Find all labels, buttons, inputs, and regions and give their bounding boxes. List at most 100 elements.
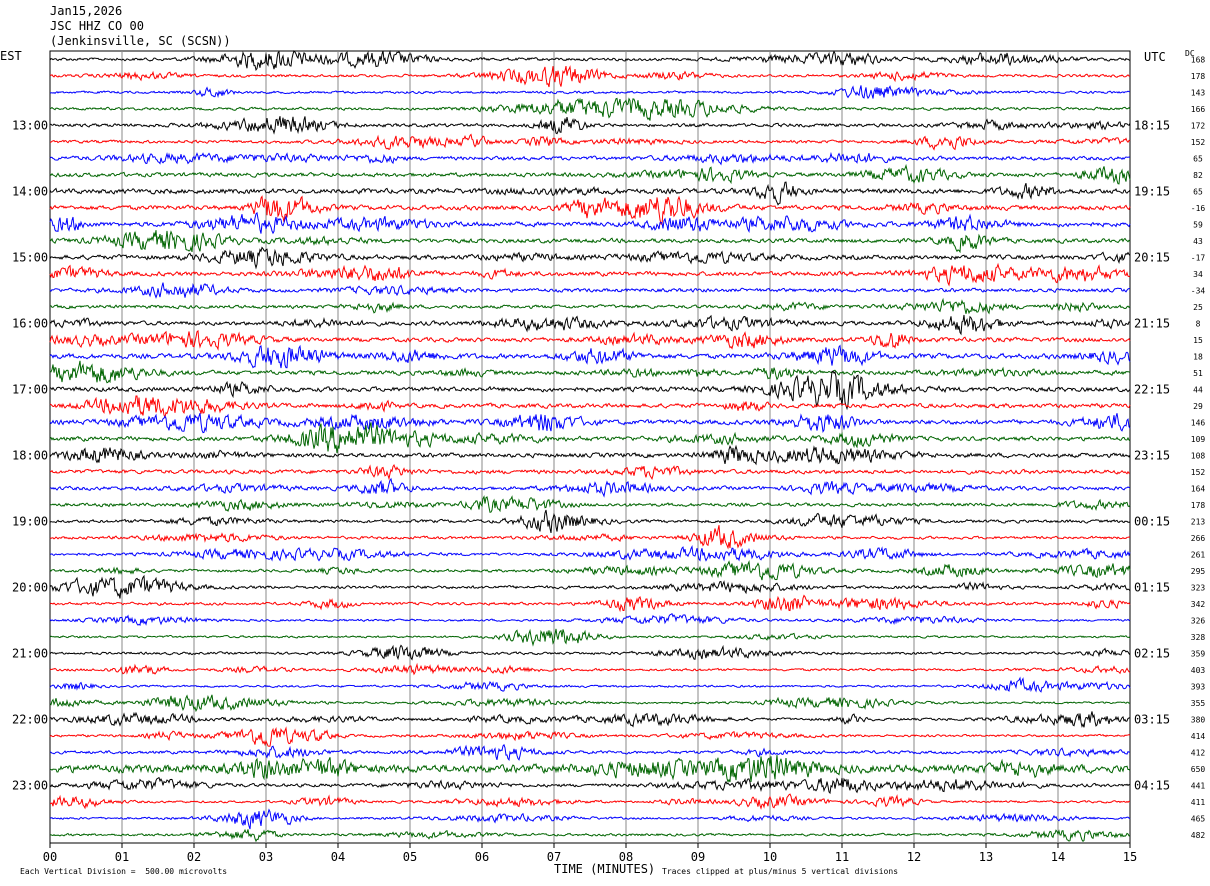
dc-offset-label: 261 xyxy=(1191,550,1206,559)
trace-line xyxy=(49,676,1131,693)
left-hour-label: 17:00 xyxy=(12,382,48,396)
dc-offset-label: 342 xyxy=(1191,600,1206,609)
right-timezone-label: UTC xyxy=(1144,50,1166,64)
trace-line xyxy=(49,776,1131,795)
trace-line xyxy=(49,594,1131,613)
trace-line xyxy=(49,151,1131,166)
dc-offset-label: 146 xyxy=(1191,418,1206,427)
x-tick-label: 00 xyxy=(43,850,57,864)
trace-line xyxy=(49,545,1131,562)
trace-line xyxy=(49,413,1131,434)
trace-line xyxy=(49,163,1131,185)
left-timezone-label: EST xyxy=(0,49,22,63)
trace-line xyxy=(49,116,1131,135)
right-hour-label: 21:15 xyxy=(1134,316,1170,330)
left-hour-label: 23:00 xyxy=(12,778,48,792)
right-hour-label: 00:15 xyxy=(1134,514,1170,528)
trace-line xyxy=(49,395,1131,419)
trace-line xyxy=(49,282,1131,299)
trace-line xyxy=(49,726,1131,747)
dc-offset-label: 482 xyxy=(1191,831,1206,840)
dc-offset-label: -17 xyxy=(1191,253,1206,262)
dc-offset-label: 650 xyxy=(1191,765,1206,774)
right-hour-label: 04:15 xyxy=(1134,778,1170,792)
right-hour-label: 03:15 xyxy=(1134,712,1170,726)
x-tick-label: 11 xyxy=(835,850,849,864)
trace-line xyxy=(49,195,1131,225)
x-tick-label: 13 xyxy=(979,850,993,864)
date-label: Jan15,2026 xyxy=(50,4,123,18)
trace-line xyxy=(49,85,1131,100)
dc-offset-label: 25 xyxy=(1193,303,1203,312)
dc-offset-label: 29 xyxy=(1193,402,1203,411)
trace-line xyxy=(49,230,1131,254)
trace-line xyxy=(49,477,1131,498)
trace-line xyxy=(49,755,1131,783)
trace-line xyxy=(49,509,1131,534)
dc-offset-label: 152 xyxy=(1191,468,1206,477)
trace-line xyxy=(49,808,1131,830)
trace-line xyxy=(49,246,1131,270)
left-hour-label: 20:00 xyxy=(12,580,48,594)
dc-offset-label: 65 xyxy=(1193,187,1203,196)
trace-line xyxy=(49,314,1131,336)
trace-line xyxy=(49,694,1131,713)
x-tick-label: 09 xyxy=(691,850,705,864)
dc-offset-label: 355 xyxy=(1191,699,1206,708)
trace-line xyxy=(49,297,1131,315)
dc-offset-label: 414 xyxy=(1191,732,1206,741)
dc-offset-label: 441 xyxy=(1191,781,1206,790)
dc-offset-label: 166 xyxy=(1191,105,1206,114)
trace-line xyxy=(49,574,1131,599)
dc-offset-label: 15 xyxy=(1193,336,1203,345)
x-tick-label: 06 xyxy=(475,850,489,864)
dc-offset-label: 65 xyxy=(1193,154,1203,163)
left-hour-label: 13:00 xyxy=(12,118,48,132)
station-label: JSC HHZ CO 00 xyxy=(50,19,144,33)
dc-offset-label: 178 xyxy=(1191,501,1206,510)
x-tick-label: 07 xyxy=(547,850,561,864)
dc-offset-label: 411 xyxy=(1191,798,1206,807)
right-hour-label: 01:15 xyxy=(1134,580,1170,594)
dc-offset-label: 328 xyxy=(1191,633,1206,642)
scale-note: Each Vertical Division = 500.00 microvol… xyxy=(20,867,228,876)
dc-offset-label: 168 xyxy=(1191,55,1206,64)
dc-offset-label: 43 xyxy=(1193,237,1203,246)
x-tick-label: 15 xyxy=(1123,850,1137,864)
trace-line xyxy=(49,181,1131,206)
dc-offset-label: 109 xyxy=(1191,435,1206,444)
x-tick-label: 10 xyxy=(763,850,777,864)
trace-line xyxy=(49,50,1131,72)
x-tick-label: 04 xyxy=(331,850,345,864)
dc-label: DC xyxy=(1185,49,1195,58)
right-hour-label: 19:15 xyxy=(1134,184,1170,198)
trace-line xyxy=(49,628,1131,647)
dc-offset-label: 266 xyxy=(1191,534,1206,543)
trace-line xyxy=(49,711,1131,728)
dc-offset-label: 34 xyxy=(1193,270,1203,279)
trace-line xyxy=(49,422,1131,454)
trace-line xyxy=(49,444,1131,466)
trace-line xyxy=(49,828,1131,843)
dc-offset-label: -16 xyxy=(1191,204,1206,213)
right-hour-label: 18:15 xyxy=(1134,118,1170,132)
x-tick-label: 05 xyxy=(403,850,417,864)
trace-line xyxy=(49,65,1131,88)
left-hour-label: 19:00 xyxy=(12,514,48,528)
right-hour-label: 22:15 xyxy=(1134,382,1170,396)
dc-offset-label: 108 xyxy=(1191,451,1206,460)
trace-line xyxy=(49,211,1131,235)
dc-offset-label: -34 xyxy=(1191,286,1206,295)
dc-offset-label: 44 xyxy=(1193,385,1203,394)
trace-line xyxy=(49,262,1131,287)
plot-frame xyxy=(49,50,1131,844)
left-hour-label: 14:00 xyxy=(12,184,48,198)
dc-offset-label: 213 xyxy=(1191,517,1206,526)
dc-offset-label: 51 xyxy=(1193,369,1203,378)
dc-offset-label: 393 xyxy=(1191,682,1206,691)
trace-line xyxy=(49,133,1131,151)
trace-line xyxy=(49,463,1131,481)
trace-line xyxy=(49,662,1131,676)
dc-offset-label: 295 xyxy=(1191,567,1206,576)
dc-offset-label: 143 xyxy=(1191,88,1206,97)
